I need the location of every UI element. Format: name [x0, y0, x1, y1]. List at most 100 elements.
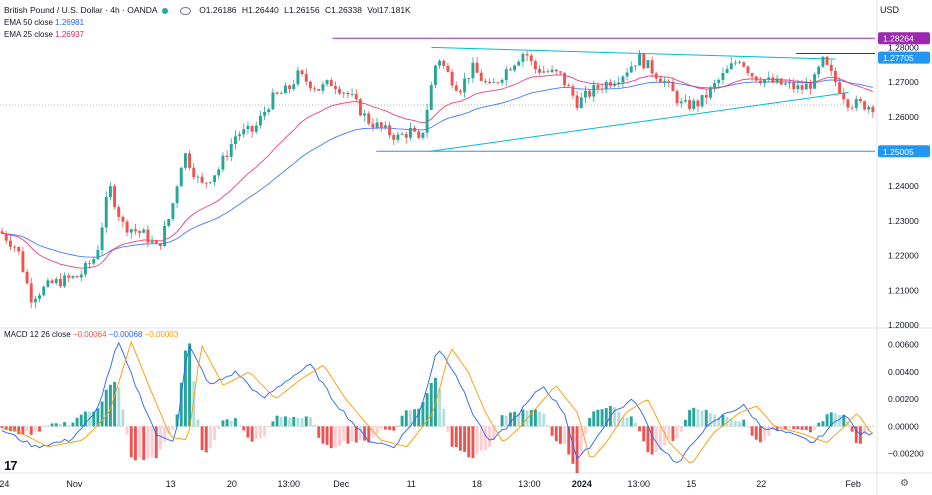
candle-body [392, 135, 396, 140]
candle-body [154, 240, 158, 244]
candle-body [71, 276, 75, 278]
macd-hist-bar [675, 426, 679, 439]
candle-body [121, 216, 125, 222]
candle-body [275, 92, 279, 94]
candle-body [133, 229, 137, 232]
macd-hist-bar [617, 411, 621, 427]
macd-hist-bar [17, 426, 21, 435]
macd-hist-bar [233, 418, 237, 427]
macd-hist-bar [500, 415, 504, 427]
price-tags: 1.28264 1.27705 1.25005 [878, 32, 930, 158]
macd-hist-bar [263, 426, 267, 437]
macd-hist-bar [454, 426, 458, 448]
macd-hist-bar [29, 426, 33, 435]
candle-body [438, 60, 442, 66]
candle-body [92, 259, 96, 264]
candle-body [758, 80, 762, 84]
tradingview-logo[interactable]: 17 [4, 458, 18, 473]
macd-tick-label: 0.00600 [888, 340, 919, 350]
macd-hist-bar [104, 389, 108, 427]
candle-body [338, 88, 342, 94]
macd-hist-bar [779, 426, 783, 429]
macd-hist-bar [683, 419, 687, 427]
macd-hist-bar [696, 409, 700, 427]
macd-hist-bar [538, 411, 542, 427]
macd-hist-bar [254, 426, 258, 439]
candle-body [325, 80, 329, 85]
macd-hist-bar [175, 414, 179, 427]
macd-hist-bar [425, 393, 429, 427]
macd-hist-bar [304, 416, 308, 427]
candle-body [500, 80, 504, 83]
candle-body [242, 129, 246, 135]
candle-body [625, 72, 629, 77]
candle-body [79, 274, 83, 278]
macd-hist-bar [321, 426, 325, 444]
macd-hist-bar [150, 426, 154, 458]
candle-body [588, 90, 592, 97]
macd-hist-bar [429, 382, 433, 427]
macd-hist-bar [604, 408, 608, 427]
macd-hist-bar [433, 377, 437, 427]
macd-hist-bar [33, 426, 37, 432]
macd-hist-bar [446, 426, 450, 433]
candle-body [379, 122, 383, 128]
macd-hist-bar [438, 388, 442, 427]
candle-body [38, 295, 42, 299]
macd-hist-bar [313, 425, 317, 427]
candle-body [246, 125, 250, 130]
candle-body [46, 280, 50, 287]
macd-hist-bar [167, 426, 171, 434]
candle-body [404, 134, 408, 138]
time-tick-label: 13 [166, 479, 176, 489]
macd-hist-bar [479, 426, 483, 451]
settings-gear-icon[interactable]: ⚙ [900, 478, 909, 489]
candle-body [567, 85, 571, 87]
macd-hist-bar [492, 426, 496, 440]
macd-hist-bar [513, 411, 517, 427]
ohlc-high: H1.26440 [241, 5, 279, 15]
macd-tick-label: 0.00000 [888, 421, 919, 431]
macd-hist-bar [788, 426, 792, 429]
candle-body [529, 55, 533, 62]
macd-hist-bar [375, 426, 379, 434]
price-tag-bg [878, 145, 930, 158]
macd-hist-bar [354, 426, 358, 443]
macd-legend[interactable]: MACD 12 26 close −0.00064 −0.00068 −0.00… [4, 330, 178, 339]
macd-hist-bar [733, 420, 737, 427]
macd-hist-bar [363, 426, 367, 441]
ema50-legend[interactable]: EMA 50 close 1.26981 [4, 18, 84, 27]
macd-hist-bar [575, 426, 579, 474]
macd-tick-label: −0.00200 [888, 449, 924, 459]
candle-body [283, 85, 287, 94]
candle-body [617, 82, 621, 84]
macd-hist-bar [738, 421, 742, 427]
macd-hist-bar [792, 426, 796, 429]
currency-selector[interactable]: USD [880, 5, 900, 15]
macd-hist-bar [754, 426, 758, 440]
macd-hist-bar [238, 425, 242, 427]
macd-hist-bar [58, 424, 62, 427]
candle-body [525, 53, 529, 56]
candle-body [375, 122, 379, 128]
macd-hist-bar [338, 426, 342, 447]
candle-body [550, 69, 554, 72]
macd-hist-bar [404, 410, 408, 427]
ema25-legend[interactable]: EMA 25 close 1.26937 [4, 30, 84, 39]
price-tag-label: 1.28264 [883, 34, 914, 44]
candle-body [167, 218, 171, 226]
candle-body [21, 251, 25, 272]
ema50-value: 1.26981 [55, 18, 85, 27]
macd-hist-bar [92, 411, 96, 427]
macd-hist-bar [75, 417, 79, 427]
candle-body [346, 92, 350, 95]
candle-body [138, 231, 142, 233]
macd-hist-bar [67, 425, 71, 427]
candle-body [292, 84, 296, 90]
time-tick-label: 11 [407, 479, 416, 489]
symbol-title[interactable]: British Pound / U.S. Dollar · 4h · OANDA [4, 5, 158, 15]
visibility-eye-icon[interactable] [179, 6, 191, 15]
macd-hist-bar [0, 426, 4, 429]
macd-hist-bar [308, 417, 312, 427]
